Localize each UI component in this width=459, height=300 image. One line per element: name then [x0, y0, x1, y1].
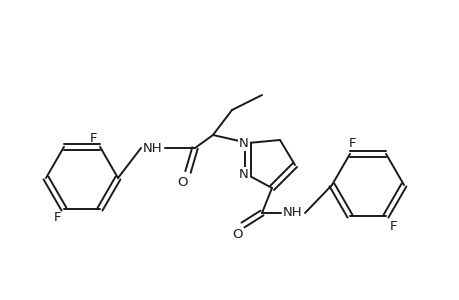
Text: NH: NH: [143, 142, 162, 154]
Text: O: O: [177, 176, 188, 188]
Text: F: F: [348, 137, 356, 150]
Text: F: F: [54, 211, 62, 224]
Text: N: N: [239, 136, 248, 149]
Text: NH: NH: [283, 206, 302, 220]
Text: O: O: [232, 229, 243, 242]
Text: F: F: [389, 220, 397, 233]
Text: F: F: [90, 132, 98, 145]
Text: N: N: [239, 169, 248, 182]
